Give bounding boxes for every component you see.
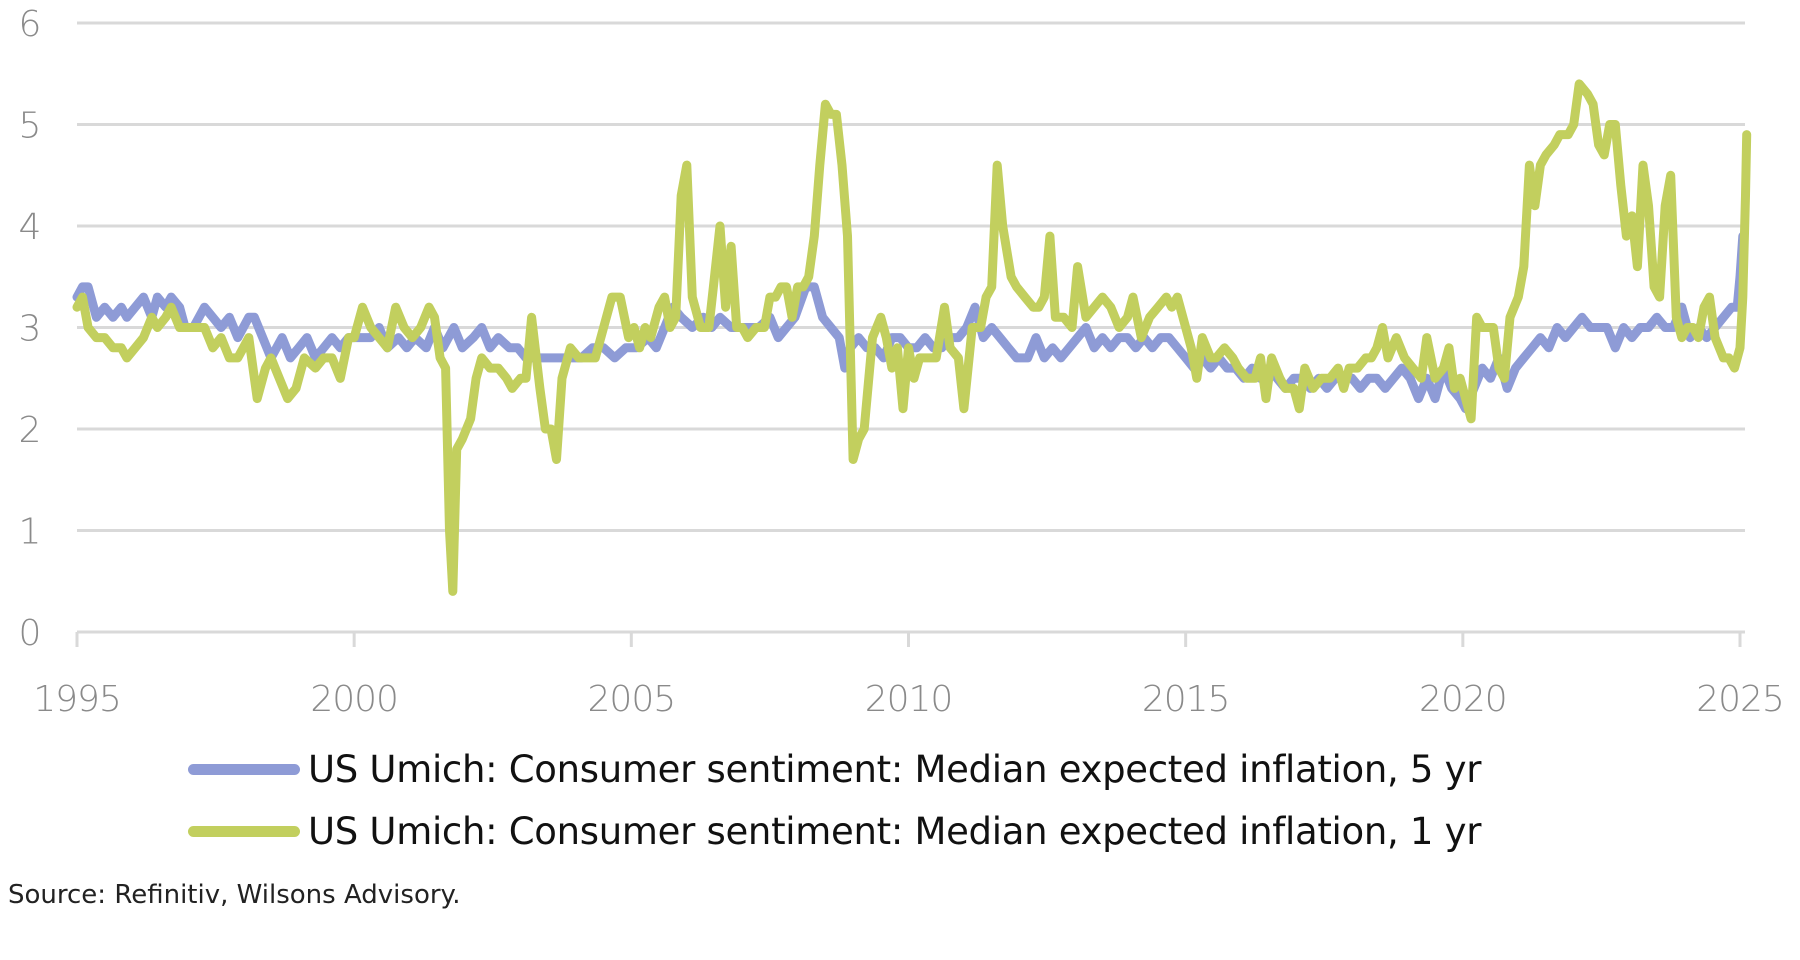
y-tick-label: 0 [19, 613, 42, 654]
x-tick-label: 2000 [310, 679, 398, 720]
x-tick-label: 2010 [865, 679, 953, 720]
legend-label-5yr: US Umich: Consumer sentiment: Median exp… [308, 747, 1482, 791]
y-tick-label: 4 [19, 207, 42, 248]
series-line-5yr [72, 231, 1748, 414]
series-line-1yr [72, 79, 1752, 596]
x-tick-label: 2005 [588, 679, 676, 720]
x-axis [75, 630, 1745, 647]
legend: US Umich: Consumer sentiment: Median exp… [188, 738, 1481, 862]
y-tick-label: 5 [19, 106, 42, 147]
y-tick-label: 2 [19, 410, 42, 451]
x-tick-label: 1995 [33, 679, 121, 720]
x-tick-label: 2025 [1696, 679, 1784, 720]
x-tick-label: 2015 [1142, 679, 1230, 720]
y-tick-label: 3 [19, 309, 42, 350]
legend-swatch-1yr [188, 825, 300, 837]
legend-label-1yr: US Umich: Consumer sentiment: Median exp… [308, 809, 1482, 853]
x-axis-ticks: 1995 2000 2005 2010 2015 2020 2025 [33, 679, 1785, 720]
gridlines [77, 21, 1745, 532]
series-lines [72, 79, 1752, 596]
y-tick-label: 6 [19, 4, 42, 45]
legend-item-5yr: US Umich: Consumer sentiment: Median exp… [188, 738, 1481, 800]
legend-item-1yr: US Umich: Consumer sentiment: Median exp… [188, 800, 1481, 862]
legend-swatch-5yr [188, 763, 300, 775]
y-tick-label: 1 [19, 512, 42, 553]
y-axis-ticks: 0 1 2 3 4 5 6 [19, 4, 42, 654]
source-note: Source: Refinitiv, Wilsons Advisory. [8, 880, 461, 910]
x-tick-label: 2020 [1419, 679, 1507, 720]
